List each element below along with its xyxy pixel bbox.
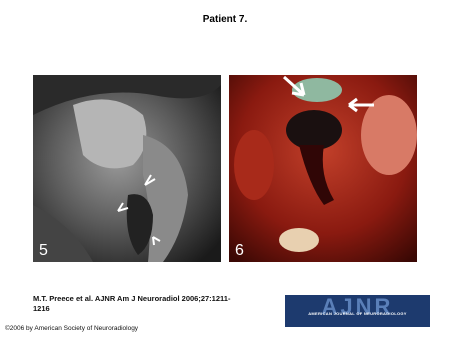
citation: M.T. Preece et al. AJNR Am J Neuroradiol…: [33, 294, 231, 313]
logo-text: AJNR: [321, 294, 394, 319]
endoscopic-figure: 6: [229, 75, 417, 262]
panel-label: 6: [235, 242, 244, 259]
slide-title: Patient 7.: [202, 14, 248, 25]
panel-label: 5: [39, 242, 48, 259]
journal-logo: AJNR AMERICAN JOURNAL OF NEURORADIOLOGY: [285, 295, 430, 327]
copyright: ©2006 by American Society of Neuroradiol…: [5, 325, 139, 332]
logo-subtitle: AMERICAN JOURNAL OF NEURORADIOLOGY: [308, 311, 407, 316]
mri-figure: 5: [33, 75, 221, 262]
endoscopic-image: 6: [229, 75, 417, 262]
mri-image: 5: [33, 75, 221, 262]
